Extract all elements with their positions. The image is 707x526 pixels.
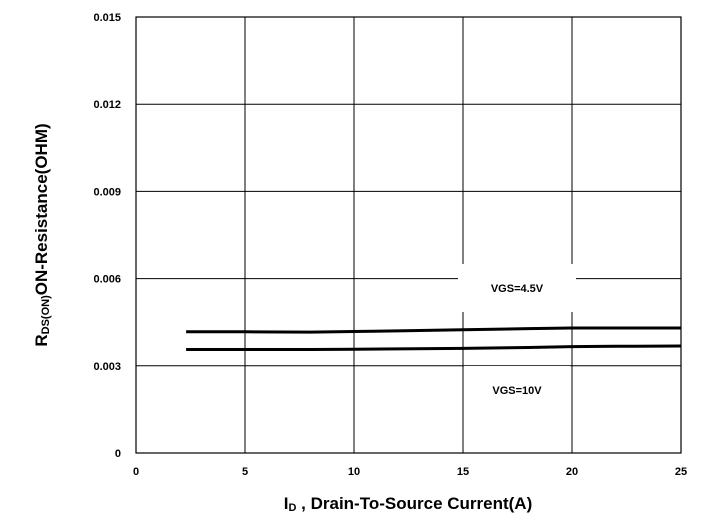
y-tick-label: 0.009: [93, 186, 121, 198]
y-tick-label: 0.006: [93, 274, 121, 286]
plot-frame: [135, 16, 682, 454]
annotations: VGS=4.5V VGS=10V: [458, 264, 576, 414]
x-tick-label: 20: [566, 466, 578, 478]
series-line: [186, 344, 682, 351]
y-tick-label: 0.003: [93, 361, 121, 373]
x-tick-label: 0: [133, 466, 139, 478]
y-axis-label-sub: DS(ON): [40, 295, 52, 334]
x-axis-label-main: I: [284, 494, 289, 513]
x-tick-label: 5: [242, 466, 248, 478]
x-axis-label-rest: , Drain-To-Source Current(A): [296, 494, 532, 513]
x-tick-label: 10: [348, 466, 360, 478]
annotation-label: VGS=4.5V: [491, 283, 544, 295]
x-axis-label: ID , Drain-To-Source Current(A): [284, 494, 533, 514]
y-axis-label: RDS(ON)ON-Resistance(OHM): [32, 123, 52, 346]
x-tick-label: 15: [457, 466, 469, 478]
x-axis-label-sub: D: [288, 502, 296, 514]
y-tick-label: 0: [115, 448, 121, 460]
y-tick-label: 0.012: [93, 99, 121, 111]
y-axis-label-main: R: [32, 334, 51, 346]
series-lines: [186, 326, 682, 351]
x-tick-label: 25: [675, 466, 687, 478]
annotation-box: [464, 366, 570, 414]
annotation-label: VGS=10V: [492, 385, 542, 397]
y-tick-label: 0.015: [93, 12, 121, 24]
grid: [136, 17, 681, 453]
tick-labels: 0 5 10 15 20 25 0 0.003 0.006 0.009 0.012 0.015: [93, 12, 687, 478]
y-axis-label-rest: ON-Resistance(OHM): [32, 123, 51, 295]
series-line: [186, 326, 681, 334]
annotation-box: [458, 264, 576, 312]
